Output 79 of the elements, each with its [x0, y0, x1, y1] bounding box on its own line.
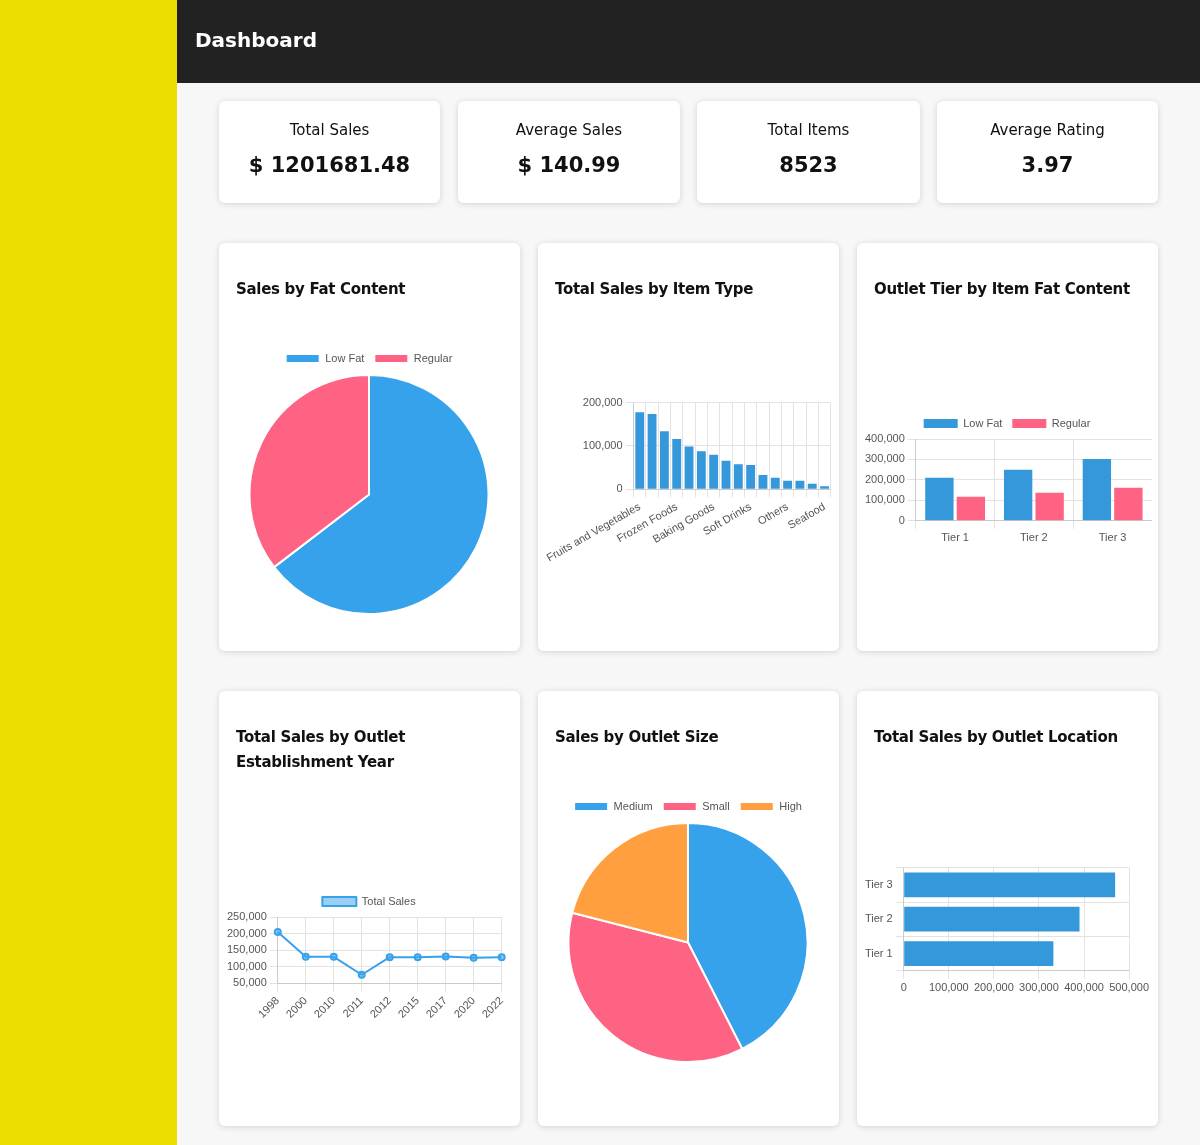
text: 3.97: [1020, 153, 1075, 177]
bar: [925, 477, 954, 521]
legend-label: Low Fat: [963, 416, 1003, 429]
text: $ 140.99: [516, 153, 622, 177]
y-tick-label: 300,000: [865, 452, 905, 465]
bar: [672, 439, 682, 489]
y-tick-label: Tier 3: [864, 877, 893, 890]
legend-label: Medium: [613, 799, 653, 812]
bar: [696, 451, 706, 489]
y-tick-label: 200,000: [865, 472, 905, 485]
bar: [956, 496, 986, 521]
bar: [770, 477, 780, 489]
y-tick-label: 200,000: [227, 926, 267, 939]
y-tick-label: Tier 1: [864, 946, 893, 959]
chart-title: Sales by Fat Content: [236, 279, 407, 300]
point: [301, 952, 310, 961]
x-tick-label: 400,000: [1064, 981, 1104, 994]
legend-label: Low Fat: [325, 351, 365, 364]
y-tick-label: 150,000: [227, 943, 267, 956]
y-tick-label: 100,000: [582, 439, 623, 452]
chart-title: Total Sales by Item Type: [555, 279, 755, 300]
x-tick-label: Tier 2: [1020, 531, 1048, 544]
bar: [783, 480, 793, 489]
y-tick-label: 50,000: [233, 976, 267, 989]
bar: [807, 483, 817, 489]
y-tick-label: 0: [616, 482, 623, 495]
bar: [904, 941, 1054, 966]
text: 8523: [778, 153, 839, 177]
legend-label: Small: [702, 799, 730, 812]
bar: [721, 460, 731, 489]
y-tick-label: 250,000: [227, 910, 267, 923]
bar: [1082, 459, 1112, 521]
bar: [746, 465, 756, 489]
bar: [758, 475, 768, 489]
bar: [684, 446, 694, 489]
chart-title: Total Sales by Outlet Location: [874, 727, 1119, 748]
legend-label: High: [779, 799, 802, 812]
y-tick-label: Tier 2: [864, 912, 893, 925]
x-tick-label: Tier 1: [941, 531, 969, 544]
bar: [820, 486, 829, 489]
text: Dashboard: [195, 28, 317, 52]
bar: [904, 872, 1116, 898]
point: [329, 952, 338, 961]
text: Average Sales: [514, 121, 624, 139]
bar: [635, 412, 645, 489]
x-tick-label: 500,000: [1109, 981, 1149, 994]
bar: [904, 906, 1080, 932]
bar: [659, 431, 669, 489]
legend-label: Total Sales: [361, 894, 417, 907]
bar: [647, 413, 657, 489]
point: [441, 952, 450, 961]
y-tick-label: 100,000: [227, 959, 267, 972]
y-tick-label: 400,000: [865, 432, 905, 445]
bar: [1114, 487, 1143, 521]
text: Total Items: [766, 121, 851, 139]
legend-label: Regular: [413, 351, 453, 364]
x-tick-label: 300,000: [1019, 981, 1059, 994]
x-tick-label: Tier 3: [1098, 531, 1127, 544]
chart-title: Total Sales by Outlet Establishment Year: [236, 727, 407, 773]
text: Average Rating: [989, 121, 1106, 139]
text: Total Sales: [288, 121, 371, 139]
x-tick-label: 200,000: [973, 981, 1014, 994]
chart-title: Outlet Tier by Item Fat Content: [874, 279, 1131, 300]
bar: [709, 454, 719, 489]
point: [413, 953, 422, 962]
bar: [733, 464, 743, 489]
y-tick-label: 200,000: [582, 395, 623, 408]
x-tick-label: 100,000: [928, 981, 969, 994]
point: [357, 970, 366, 979]
point: [273, 927, 282, 936]
bar: [1003, 469, 1033, 521]
point: [469, 953, 478, 962]
bar: [795, 480, 805, 489]
legend-label: Regular: [1051, 416, 1091, 429]
point: [385, 953, 394, 962]
text: $ 1201681.48: [247, 153, 412, 177]
chart-title: Sales by Outlet Size: [555, 727, 720, 748]
bar: [1035, 492, 1064, 521]
point: [497, 953, 506, 962]
